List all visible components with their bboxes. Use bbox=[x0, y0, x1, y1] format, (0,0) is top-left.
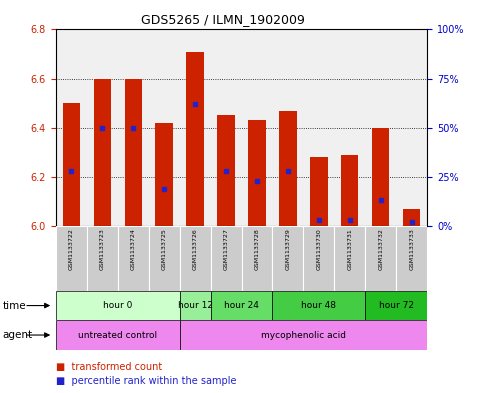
Bar bbox=[303, 226, 334, 291]
Text: ■  percentile rank within the sample: ■ percentile rank within the sample bbox=[56, 376, 236, 386]
Text: GSM1133725: GSM1133725 bbox=[161, 229, 167, 270]
Bar bbox=[280, 110, 297, 226]
Text: hour 24: hour 24 bbox=[224, 301, 259, 310]
Text: hour 72: hour 72 bbox=[379, 301, 414, 310]
Bar bbox=[248, 120, 266, 226]
Text: GSM1133728: GSM1133728 bbox=[255, 229, 259, 270]
Text: GDS5265 / ILMN_1902009: GDS5265 / ILMN_1902009 bbox=[141, 13, 305, 26]
Bar bbox=[62, 103, 80, 226]
Bar bbox=[341, 155, 358, 226]
Bar bbox=[156, 123, 172, 226]
Text: GSM1133729: GSM1133729 bbox=[285, 229, 290, 270]
Bar bbox=[272, 291, 366, 320]
Text: GSM1133727: GSM1133727 bbox=[224, 229, 228, 270]
Bar bbox=[403, 209, 421, 226]
Text: GSM1133733: GSM1133733 bbox=[410, 229, 414, 270]
Bar bbox=[125, 79, 142, 226]
Text: mycophenolic acid: mycophenolic acid bbox=[261, 331, 346, 340]
Bar bbox=[366, 291, 427, 320]
Bar bbox=[217, 116, 235, 226]
Text: hour 12: hour 12 bbox=[178, 301, 213, 310]
Bar bbox=[242, 226, 272, 291]
Text: untreated control: untreated control bbox=[78, 331, 157, 340]
Bar bbox=[211, 291, 272, 320]
Bar bbox=[397, 226, 427, 291]
Text: GSM1133723: GSM1133723 bbox=[99, 229, 104, 270]
Bar bbox=[186, 51, 203, 226]
Bar bbox=[180, 291, 211, 320]
Bar bbox=[211, 226, 242, 291]
Bar bbox=[180, 320, 427, 350]
Bar bbox=[180, 226, 211, 291]
Text: time: time bbox=[2, 301, 26, 310]
Text: ■  transformed count: ■ transformed count bbox=[56, 362, 162, 373]
Text: GSM1133732: GSM1133732 bbox=[379, 229, 384, 270]
Text: GSM1133726: GSM1133726 bbox=[193, 229, 198, 270]
Text: GSM1133724: GSM1133724 bbox=[130, 229, 136, 270]
Text: hour 0: hour 0 bbox=[103, 301, 132, 310]
Bar bbox=[94, 79, 111, 226]
Text: agent: agent bbox=[2, 330, 32, 340]
Bar bbox=[56, 320, 180, 350]
Bar bbox=[117, 226, 149, 291]
Text: GSM1133731: GSM1133731 bbox=[347, 229, 353, 270]
Bar bbox=[334, 226, 366, 291]
Text: GSM1133722: GSM1133722 bbox=[69, 229, 73, 270]
Bar bbox=[272, 226, 303, 291]
Bar bbox=[366, 226, 397, 291]
Bar bbox=[56, 226, 86, 291]
Bar bbox=[149, 226, 180, 291]
Bar bbox=[86, 226, 117, 291]
Text: hour 48: hour 48 bbox=[301, 301, 337, 310]
Bar bbox=[311, 157, 327, 226]
Bar bbox=[372, 128, 389, 226]
Text: GSM1133730: GSM1133730 bbox=[316, 229, 322, 270]
Bar bbox=[56, 291, 180, 320]
